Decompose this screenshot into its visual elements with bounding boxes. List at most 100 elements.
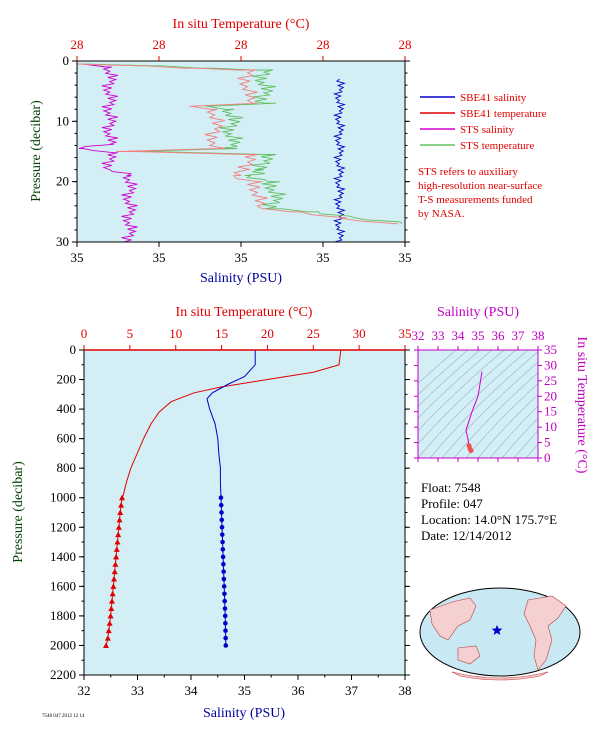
temperature-marker [117, 509, 124, 515]
top-tick-label: 0 [81, 326, 88, 341]
ts-right-tick-label: 10 [544, 419, 557, 434]
ts-right-axis-label: In situ Temperature (°C) [574, 337, 589, 474]
y-tick-label: 2200 [50, 667, 76, 682]
near-surface-bottom-ticks: 35 35 35 35 35 [71, 242, 412, 265]
legend-label-sts-salinity: STS salinity [460, 124, 515, 136]
bottom-tick-label: 33 [131, 683, 144, 698]
float-info: Float: 7548 Profile: 047 Location: 14.0°… [421, 480, 557, 543]
ts-isopycnal [465, 383, 538, 458]
ts-top-tick-label: 38 [532, 328, 545, 343]
salinity-marker [218, 502, 224, 508]
top-tick-label: 20 [261, 326, 274, 341]
top-tick-label: 15 [215, 326, 228, 341]
salinity-marker [221, 584, 227, 589]
temperature-marker [115, 524, 122, 530]
y-tick-label: 0 [70, 342, 77, 357]
world-map [419, 587, 581, 681]
ts-top-axis-label: Salinity (PSU) [437, 305, 519, 320]
near-surface-top-ticks: 28 28 28 28 28 [71, 37, 412, 61]
salinity-marker [222, 591, 227, 597]
salinity-marker [219, 510, 224, 515]
full-profile-bottom-axis-label: Salinity (PSU) [203, 706, 285, 721]
temperature-marker [118, 502, 125, 508]
ts-isopycnals [418, 350, 538, 458]
ts-curve-marker [468, 448, 474, 454]
ts-top-ticks: 32 33 34 35 36 37 38 [412, 328, 545, 462]
map-float-star-icon [491, 625, 503, 635]
bottom-tick-label: 38 [399, 683, 412, 698]
bottom-tick-label: 32 [78, 683, 91, 698]
full-profile-bottom-ticks: 32 33 34 35 36 37 38 [78, 675, 412, 698]
ts-right-tick-label: 0 [544, 450, 551, 465]
full-profile-plot-area [84, 350, 405, 675]
salinity-marker [222, 606, 228, 611]
map-land-asia [429, 597, 477, 641]
legend: SBE41 salinity SBE41 temperature STS sal… [418, 92, 547, 220]
ts-isopycnal [418, 350, 529, 458]
ts-isopycnal [418, 350, 517, 445]
salinity-marker [219, 517, 225, 523]
ts-isopycnal [429, 351, 538, 458]
y-tick-label: 1200 [50, 519, 76, 534]
top-tick-label: 5 [127, 326, 134, 341]
legend-note-line-1: STS refers to auxiliary [418, 166, 518, 178]
ts-isopycnal [418, 350, 493, 419]
temperature-marker [116, 516, 123, 523]
near-surface-series-line [78, 63, 138, 243]
y-tick-label: 1000 [50, 490, 76, 505]
ts-isopycnal [418, 350, 457, 384]
near-surface-series-line-alt [76, 63, 399, 225]
top-tick-label: 35 [399, 326, 412, 341]
temperature-marker [113, 553, 120, 560]
top-tick-label: 28 [235, 37, 248, 52]
legend-label-sbe41-salinity: SBE41 salinity [460, 92, 527, 104]
near-surface-y-axis-label: Pressure (decibar) [29, 100, 44, 202]
temperature-marker [119, 494, 126, 501]
salinity-marker [222, 598, 228, 604]
top-tick-label: 28 [71, 37, 84, 52]
y-tick-label: 1800 [50, 608, 76, 623]
full-profile-panel: In situ Temperature (°C) 0 5 10 15 20 25 30 35 … [11, 305, 412, 721]
y-tick-label: 20 [56, 174, 69, 189]
near-surface-bottom-axis-label: Salinity (PSU) [200, 271, 282, 286]
temperature-marker [107, 612, 114, 619]
y-tick-label: 1400 [50, 549, 76, 564]
info-date: Date: 12/14/2012 [421, 528, 512, 543]
ts-isopycnal [513, 430, 538, 458]
y-tick-label: 400 [57, 401, 77, 416]
full-profile-y-axis-label: Pressure (decibar) [11, 461, 26, 563]
y-tick-label: 0 [63, 53, 70, 68]
ts-right-tick-label: 15 [544, 404, 557, 419]
near-surface-top-axis-label: In situ Temperature (°C) [173, 17, 310, 32]
bottom-tick-label: 35 [235, 250, 248, 265]
temperature-marker [115, 531, 122, 538]
legend-note-line-3: T-S measurements funded [418, 194, 533, 206]
bottom-tick-label: 36 [292, 683, 306, 698]
ts-top-tick-label: 35 [472, 328, 485, 343]
temperature-marker [103, 642, 110, 648]
ts-top-tick-label: 37 [512, 328, 526, 343]
ts-curve [465, 371, 483, 454]
bottom-tick-label: 34 [185, 683, 199, 698]
bottom-tick-label: 35 [399, 250, 412, 265]
info-location: Location: 14.0°N 175.7°E [421, 512, 557, 527]
bottom-tick-label: 35 [317, 250, 330, 265]
legend-label-sbe41-temperature: SBE41 temperature [460, 108, 547, 120]
salinity-marker [221, 576, 227, 582]
near-surface-series-line [332, 78, 346, 243]
salinity-marker [223, 628, 228, 633]
full-profile-top-ticks: 0 5 10 15 20 25 30 35 [81, 326, 412, 351]
info-profile: Profile: 047 [421, 496, 483, 511]
near-surface-y-ticks: 0 10 20 30 [56, 53, 410, 249]
ts-isopycnal [501, 417, 538, 458]
top-tick-label: 25 [307, 326, 320, 341]
temperature-marker [110, 583, 117, 589]
full-profile-top-axis-label: In situ Temperature (°C) [176, 305, 313, 320]
legend-note-line-2: high-resolution near-surface [418, 180, 542, 192]
temperature-marker [111, 575, 118, 582]
y-tick-label: 2000 [50, 637, 76, 652]
temperature-marker [114, 539, 121, 545]
full-profile-lines [103, 349, 342, 648]
y-tick-label: 10 [56, 113, 69, 128]
